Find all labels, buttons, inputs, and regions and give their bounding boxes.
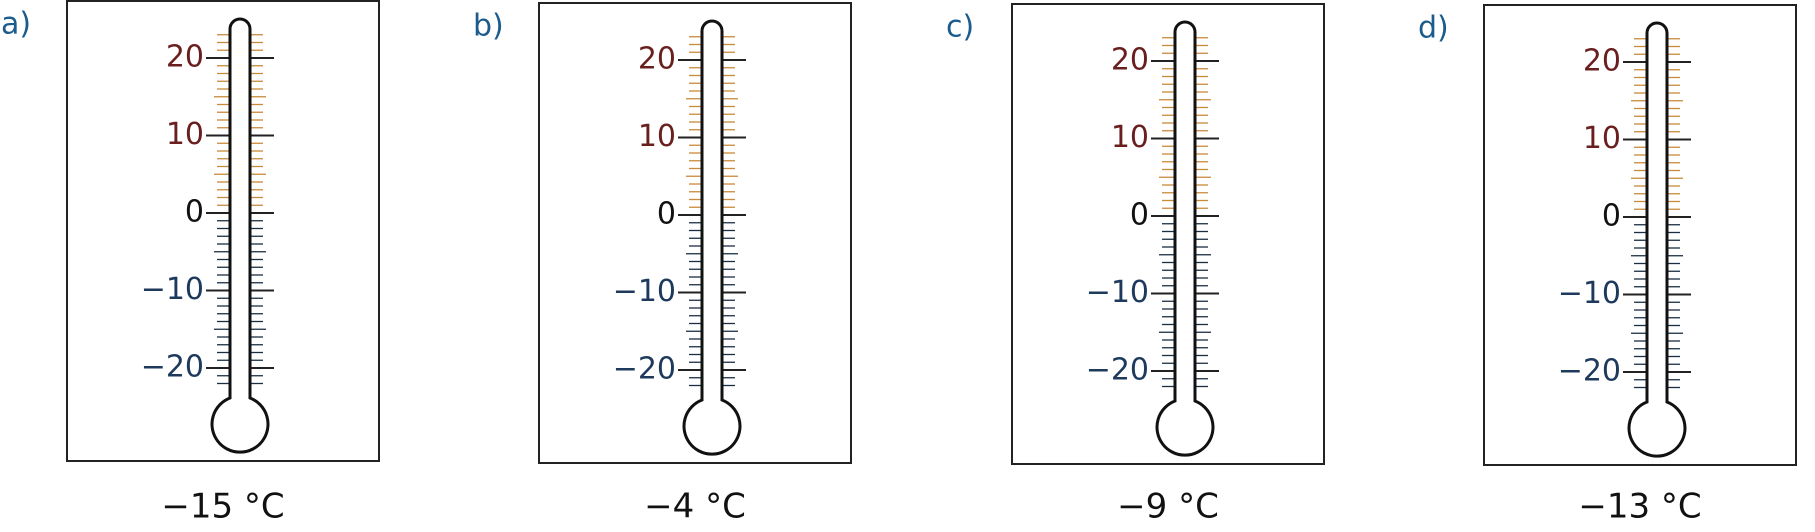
scale-label: −20 bbox=[141, 350, 204, 385]
thermometer-panel: d) 20 10 0 −10 −20 −13 °C bbox=[1418, 4, 1797, 527]
scale-label: 0 bbox=[1130, 198, 1149, 233]
thermometer-panel: a) 20 10 0 −10 −20 −15 °C bbox=[1, 0, 380, 527]
scale-label: 20 bbox=[1111, 43, 1149, 78]
scale-label: 20 bbox=[1583, 44, 1621, 79]
panel-frame bbox=[1483, 4, 1797, 466]
thermometer-outline bbox=[682, 19, 742, 456]
scale-label: −20 bbox=[1558, 354, 1621, 389]
panel-label: d) bbox=[1418, 11, 1449, 46]
scale-label: −10 bbox=[1086, 275, 1149, 310]
thermometer-outline bbox=[1155, 20, 1215, 457]
scale-label: 0 bbox=[185, 195, 204, 230]
thermometer-outline bbox=[210, 17, 270, 454]
thermometer-panel: c) 20 10 0 −10 −20 −9 °C bbox=[946, 3, 1325, 527]
scale-label: −10 bbox=[141, 272, 204, 307]
caption: −13 °C bbox=[1578, 487, 1701, 527]
panel-frame bbox=[538, 2, 852, 464]
scale-label: −20 bbox=[1086, 353, 1149, 388]
caption: −9 °C bbox=[1117, 487, 1219, 527]
scale-label: 10 bbox=[166, 117, 204, 152]
scale-label: −10 bbox=[613, 274, 676, 309]
thermometer-panel: b) 20 10 0 −10 −20 −4 °C bbox=[473, 2, 852, 527]
scale-label: 20 bbox=[638, 42, 676, 77]
scale-label: 20 bbox=[166, 40, 204, 75]
scale-label: 0 bbox=[657, 197, 676, 232]
scale-label: −10 bbox=[1558, 276, 1621, 311]
panel-label: a) bbox=[1, 7, 31, 42]
panel-frame bbox=[1011, 3, 1325, 465]
panel-label: c) bbox=[946, 10, 974, 45]
thermometer-outline bbox=[1627, 21, 1687, 458]
panel-label: b) bbox=[473, 9, 504, 44]
panel-frame bbox=[66, 0, 380, 462]
scale-label: −20 bbox=[613, 352, 676, 387]
caption: −15 °C bbox=[161, 487, 284, 527]
scale-label: 10 bbox=[1583, 121, 1621, 156]
scale-label: 10 bbox=[638, 119, 676, 154]
scale-label: 10 bbox=[1111, 120, 1149, 155]
caption: −4 °C bbox=[644, 487, 746, 527]
scale-label: 0 bbox=[1602, 199, 1621, 234]
